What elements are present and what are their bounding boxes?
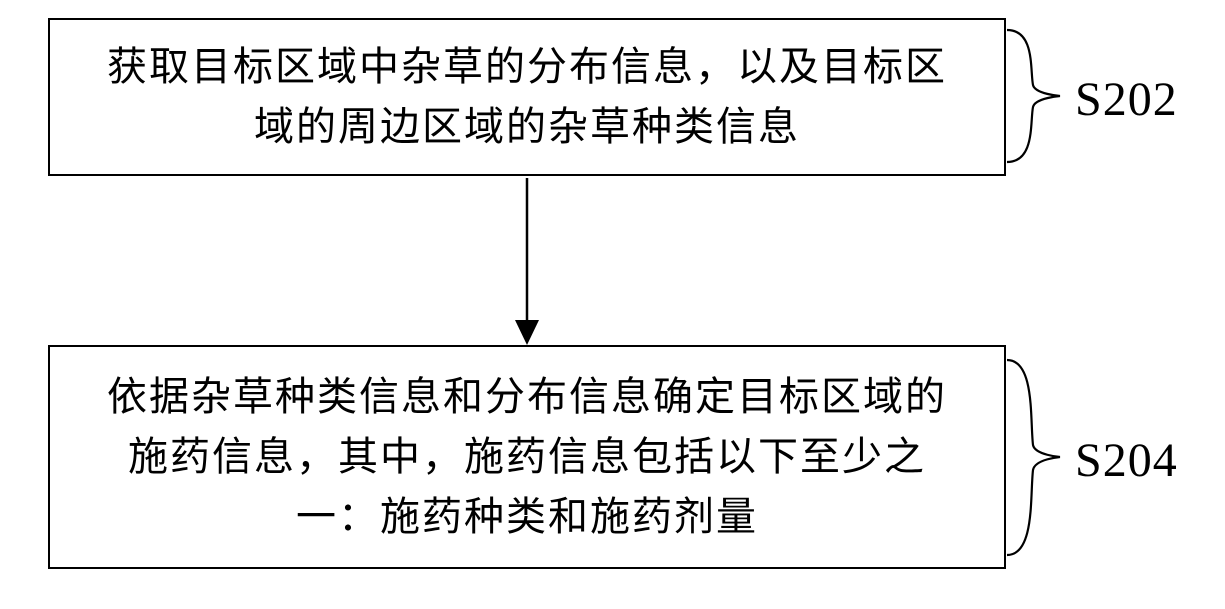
brace-s204 [0,0,1225,609]
flow-label-s204: S204 [1075,433,1178,488]
